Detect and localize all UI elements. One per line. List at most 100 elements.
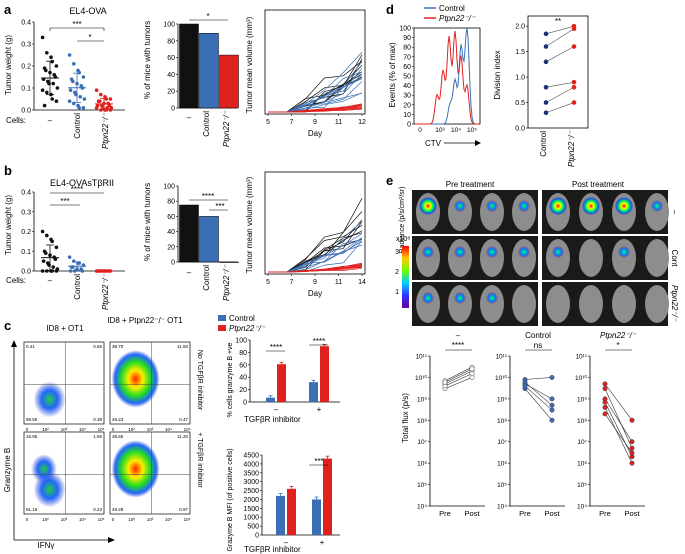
data-point — [40, 269, 45, 273]
flow-density — [31, 454, 57, 484]
y-axis-label: % cells granzyme B +ve — [227, 342, 234, 417]
signal — [518, 200, 530, 212]
data-point — [51, 265, 55, 269]
data-point — [40, 88, 45, 92]
y-tick-label: 1.0 — [515, 75, 525, 82]
y-tick-label: 10¹¹ — [575, 354, 587, 361]
axis-tick-label: 10² — [128, 427, 135, 432]
x-group: + — [320, 538, 325, 547]
pair-line — [444, 373, 473, 387]
sig-label: *** — [215, 202, 224, 211]
pre-treatment-label: Pre treatment — [446, 180, 495, 189]
y-tick-label: 10¹⁰ — [575, 374, 587, 382]
panel-a-scatter: Tumor weight (g) 0.0 0.1 0.2 0.3 0.4 *** * C… — [4, 20, 125, 149]
panel-a-title: EL4-OVA — [69, 6, 106, 16]
tumor-growth-lines — [268, 52, 363, 113]
y-tick-label: 80 — [239, 350, 247, 357]
row-label: Cont — [670, 250, 679, 268]
signal — [454, 246, 466, 258]
y-tick-label: 0.5 — [515, 100, 525, 107]
data-point — [71, 79, 75, 84]
pair-line — [545, 87, 575, 103]
flow-density — [33, 381, 66, 418]
axis-tick-label: 10⁴ — [165, 427, 172, 432]
axis-tick-label: 10³ — [61, 427, 68, 432]
y-tick-label: 40 — [167, 229, 175, 236]
quadrant-value: 0.65 — [93, 344, 102, 349]
group-label: Ptpn22⁻/⁻ — [567, 130, 576, 167]
bar — [219, 54, 239, 109]
axis-tick-label: 0 — [26, 427, 29, 432]
sig-label: **** — [270, 343, 282, 352]
mouse-body — [579, 285, 603, 323]
data-point — [44, 251, 48, 256]
data-point — [81, 75, 86, 79]
y-tick-label: 90 — [403, 35, 411, 42]
y-tick-label: 0 — [171, 106, 175, 113]
data-point — [67, 53, 72, 57]
scale-tick-label: 3 — [395, 249, 399, 256]
axis-tick-label: 0 — [112, 517, 115, 522]
data-point — [99, 108, 103, 112]
data-point — [571, 26, 577, 32]
group-label: – — [187, 268, 192, 277]
axis-tick-label: 10⁵ — [98, 427, 105, 432]
x-tick-label: 9 — [313, 279, 317, 286]
data-point — [469, 366, 475, 372]
mouse-body — [645, 285, 669, 323]
signal — [422, 246, 434, 258]
y-tick-label: 100 — [163, 22, 175, 29]
panel-label-d: d — [386, 2, 394, 17]
panel-a-bar: % of mice with tumors 0 20 40 60 80 100 * – C… — [143, 12, 239, 147]
data-point — [629, 460, 635, 466]
data-point — [469, 371, 475, 377]
data-point — [549, 407, 555, 413]
data-point — [629, 445, 635, 451]
panel-label-a: a — [4, 2, 12, 17]
data-point — [40, 229, 45, 234]
pair-line — [444, 368, 473, 383]
x-ticks: 0 10³ 10⁴ 10⁵ — [418, 127, 477, 134]
pair-line — [604, 383, 633, 421]
data-point — [602, 404, 608, 410]
data-point — [40, 35, 45, 40]
bar — [199, 216, 219, 263]
x-tick-label: Post — [544, 509, 560, 518]
x-tick-label: Pre — [519, 509, 531, 518]
axis-tick-label: 10⁴ — [79, 517, 86, 522]
data-point — [602, 399, 608, 405]
tumor-growth-lines — [268, 198, 363, 273]
x-tick-label: 9 — [313, 119, 317, 126]
quadrant-value: 11.20 — [177, 434, 188, 439]
quadrant-value: 11.60 — [177, 344, 188, 349]
y-tick-label: 10⁶ — [497, 461, 507, 468]
quadrant-value: 49.28 — [112, 507, 124, 512]
y-axis-label: Tumor weight (g) — [4, 35, 13, 96]
data-point — [54, 269, 59, 273]
x-axis-label: IFNγ — [38, 541, 55, 550]
x-axis-label: Day — [308, 289, 322, 298]
data-point — [549, 396, 555, 402]
scale-ticks: 3 2 1 — [395, 249, 399, 296]
group-label: – — [48, 276, 53, 285]
data-point — [77, 70, 81, 75]
x-tick-label: Post — [464, 509, 480, 518]
y-axis-label: Grazyme B MFI (of positive cells) — [227, 448, 234, 551]
data-point — [549, 417, 555, 423]
data-point — [543, 100, 549, 105]
y-tick-label: 30 — [403, 93, 411, 100]
bar — [179, 204, 199, 263]
flow-plot-frame — [23, 341, 105, 425]
y-tick-label: 10⁵ — [577, 482, 587, 489]
y-tick-label: 10⁷ — [577, 439, 587, 446]
data-point — [72, 62, 76, 66]
panel-label-e: e — [386, 173, 393, 188]
data-point — [67, 255, 72, 259]
histogram-ptpn22 — [415, 31, 479, 125]
y-axis-label: Total flux (p/s) — [401, 393, 410, 443]
quadrant-value: 1.66 — [93, 434, 102, 439]
group-label: Ptpn22⁻/⁻ — [101, 112, 110, 149]
x-tick-label: 14 — [358, 279, 366, 286]
y-ticks: 0 20 40 60 80 100 — [235, 338, 250, 407]
x-tick-label: 10⁵ — [467, 127, 477, 134]
